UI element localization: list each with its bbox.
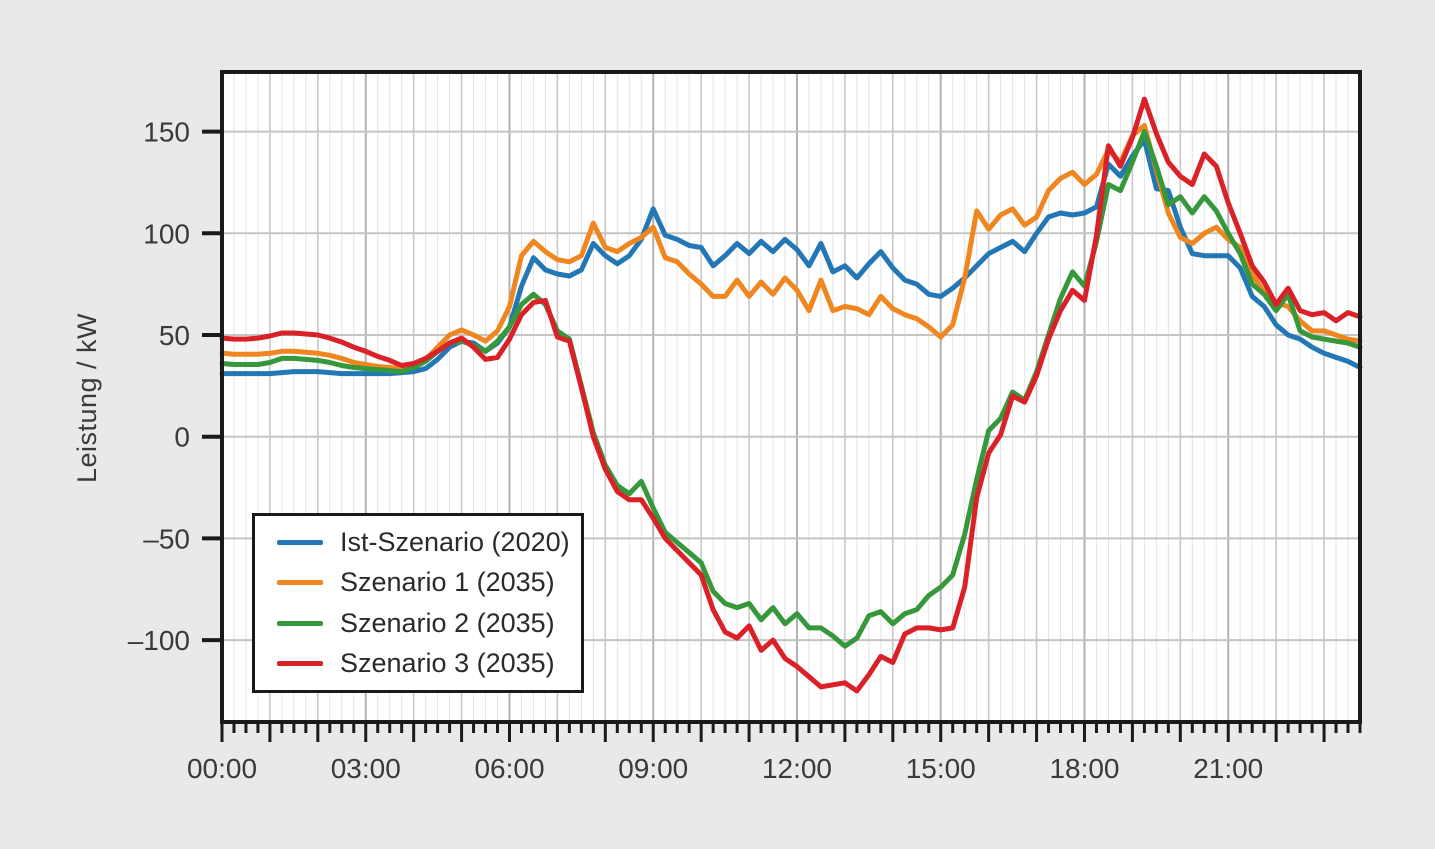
legend-item-1: Szenario 1 (2035) — [277, 567, 581, 598]
y-tick-label: 0 — [174, 422, 190, 453]
y-tick-label: 50 — [159, 320, 190, 351]
x-tick-label: 18:00 — [1049, 753, 1119, 784]
x-tick-label: 03:00 — [331, 753, 401, 784]
y-tick-label: –100 — [128, 625, 190, 656]
legend-label-3: Szenario 3 (2035) — [340, 648, 555, 679]
plot-border — [220, 70, 1362, 724]
y-tick-label: –50 — [143, 523, 190, 554]
series-line-0 — [219, 137, 1363, 377]
x-tick-label: 12:00 — [762, 753, 832, 784]
legend-swatch-2 — [277, 620, 323, 626]
x-tick-label: 09:00 — [618, 753, 688, 784]
x-tick-label: 15:00 — [906, 753, 976, 784]
x-tick-label: 21:00 — [1193, 753, 1263, 784]
x-tick-label: 06:00 — [474, 753, 544, 784]
legend-label-1: Szenario 1 (2035) — [340, 567, 555, 598]
legend: Ist-Szenario (2020) Szenario 1 (2035) Szen… — [252, 513, 584, 693]
legend-swatch-0 — [277, 539, 323, 545]
legend-label-2: Szenario 2 (2035) — [340, 607, 555, 638]
series-line-3 — [219, 96, 1363, 694]
y-tick-label: 100 — [143, 218, 190, 249]
x-tick-label: 00:00 — [187, 753, 257, 784]
series-line-2 — [219, 129, 1363, 649]
legend-swatch-1 — [277, 580, 323, 586]
y-tick-label: 150 — [143, 117, 190, 148]
legend-item-3: Szenario 3 (2035) — [277, 648, 581, 679]
legend-label-0: Ist-Szenario (2020) — [340, 526, 570, 557]
y-axis-label: Leistung / kW — [72, 312, 102, 484]
series-lines — [219, 96, 1363, 694]
legend-item-0: Ist-Szenario (2020) — [277, 527, 581, 558]
legend-swatch-3 — [277, 661, 323, 667]
legend-item-2: Szenario 2 (2035) — [277, 608, 581, 639]
